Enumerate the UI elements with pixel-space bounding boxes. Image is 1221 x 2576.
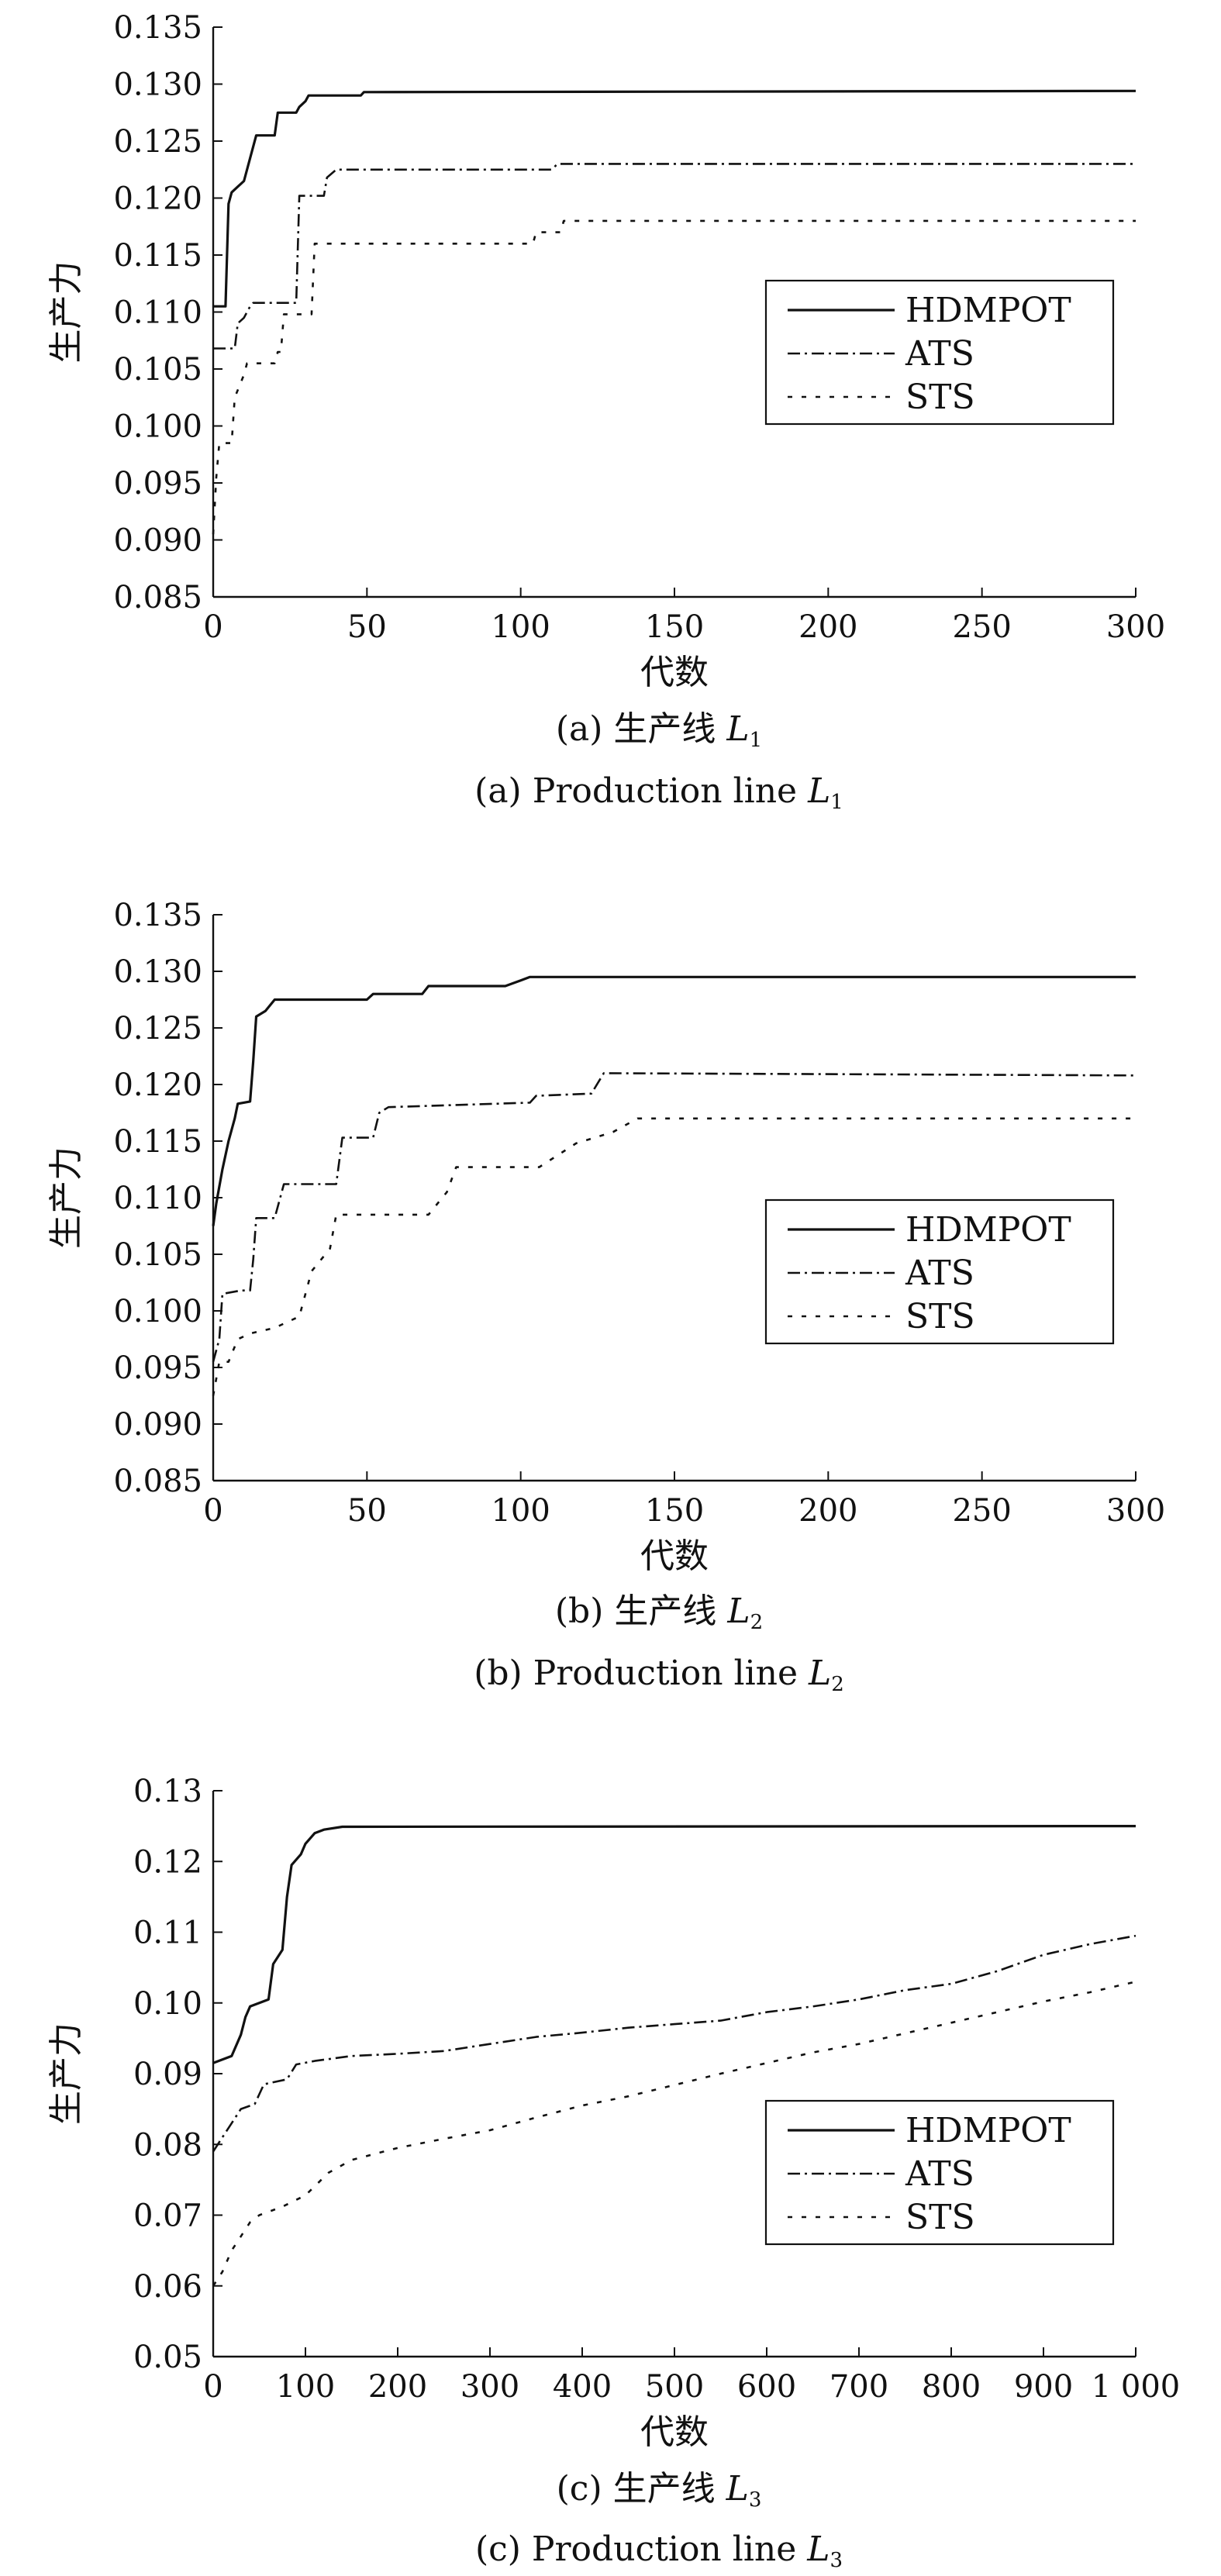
legend-box [764, 1198, 1115, 1345]
x-tick-label: 200 [368, 2369, 427, 2405]
caption-en: (c) Production line L3 [475, 2529, 843, 2572]
y-tick-label: 0.10 [133, 1986, 202, 2022]
y-tick-label: 0.095 [113, 1350, 202, 1386]
y-tick-label: 0.085 [113, 580, 202, 616]
caption-cn: (b) 生产线 L2 [555, 1591, 763, 1634]
caption-en: (a) Production line L1 [474, 771, 843, 814]
y-tick-label: 0.110 [113, 1181, 202, 1216]
x-tick-label: 150 [645, 609, 704, 645]
chart-panel-2: 0.085 0.090 0.095 0.100 0.105 0.110 0.115 0.120… [47, 898, 1165, 1696]
y-tick-label: 0.115 [113, 1124, 202, 1160]
x-tick-label: 250 [952, 1493, 1011, 1529]
y-tick-label: 0.12 [133, 1844, 202, 1880]
series-line-hdmpot [212, 975, 1136, 1226]
x-tick-label: 250 [952, 609, 1011, 645]
y-tick-label: 0.13 [133, 1774, 202, 1809]
x-tick-label: 400 [553, 2369, 612, 2405]
series-line-ats [213, 163, 1136, 350]
y-tick-label: 0.120 [113, 1067, 202, 1103]
chart-panel-3: 0.05 0.06 0.07 0.08 0.09 0.10 0.11 0.12 0.13 0 100… [47, 1774, 1180, 2572]
x-axis-label: 代数 [640, 2412, 709, 2452]
y-tick-label: 0.125 [113, 1011, 202, 1047]
series-line-hdmpot [212, 1825, 1136, 2064]
legend: HDMPOT ATS STS [764, 279, 1115, 426]
y-tick-label: 0.09 [133, 2057, 202, 2092]
legend-label-ats: ATS [905, 334, 974, 374]
x-axis-label: 代数 [640, 653, 709, 692]
y-tick-label: 0.130 [113, 67, 202, 103]
legend-label-sts: STS [905, 2198, 975, 2237]
x-tick-label: 0 [203, 609, 222, 645]
x-tick-label: 300 [460, 2369, 519, 2405]
y-tick-label: 0.120 [113, 181, 202, 217]
y-axis-label: 生产力 [47, 2023, 86, 2125]
legend-label-ats: ATS [905, 2154, 974, 2194]
legend-box [764, 2099, 1115, 2246]
legend-label-sts: STS [905, 378, 975, 417]
legend-label-sts: STS [905, 1297, 975, 1336]
x-tick-label: 1 000 [1092, 2369, 1181, 2405]
x-tick-label: 900 [1014, 2369, 1073, 2405]
legend: HDMPOT ATS STS [764, 1198, 1115, 1345]
y-tick-label: 0.08 [133, 2127, 202, 2163]
y-tick-label: 0.130 [113, 954, 202, 990]
y-tick-label: 0.090 [113, 1407, 202, 1443]
x-tick-label: 50 [347, 1493, 387, 1529]
legend-label-ats: ATS [905, 1254, 974, 1293]
x-tick-label: 150 [645, 1493, 704, 1529]
legend-label-hdmpot: HDMPOT [905, 1210, 1071, 1250]
y-tick-label: 0.100 [113, 1294, 202, 1329]
y-tick-label: 0.110 [113, 295, 202, 331]
y-tick-label: 0.105 [113, 352, 202, 388]
caption-cn: (c) 生产线 L3 [557, 2469, 762, 2512]
x-tick-label: 700 [830, 2369, 888, 2405]
y-tick-label: 0.135 [113, 898, 202, 933]
caption-cn: (a) 生产线 L1 [556, 709, 762, 752]
y-tick-label: 0.085 [113, 1464, 202, 1499]
y-axis-label: 生产力 [47, 261, 86, 364]
y-tick-label: 0.095 [113, 466, 202, 502]
x-tick-label: 100 [491, 1493, 550, 1529]
x-axis-label: 代数 [640, 1536, 709, 1576]
x-tick-label: 100 [491, 609, 550, 645]
x-tick-label: 200 [798, 1493, 857, 1529]
x-tick-label: 200 [798, 609, 857, 645]
y-tick-label: 0.115 [113, 238, 202, 274]
y-tick-label: 0.07 [133, 2198, 202, 2234]
x-tick-label: 800 [922, 2369, 981, 2405]
series-line-ats [212, 1934, 1136, 2153]
y-tick-label: 0.11 [133, 1916, 202, 1951]
x-tick-label: 50 [347, 609, 387, 645]
y-tick-label: 0.06 [133, 2269, 202, 2305]
y-axis-label: 生产力 [47, 1147, 86, 1249]
x-tick-label: 500 [645, 2369, 704, 2405]
x-tick-label: 600 [737, 2369, 796, 2405]
legend-label-hdmpot: HDMPOT [905, 291, 1071, 330]
y-tick-label: 0.125 [113, 124, 202, 160]
y-tick-label: 0.090 [113, 523, 202, 559]
y-tick-label: 0.135 [113, 10, 202, 46]
series-line-sts [212, 1117, 1136, 1396]
y-tick-label: 0.05 [133, 2340, 202, 2375]
x-tick-label: 100 [276, 2369, 335, 2405]
x-tick-label: 300 [1106, 1493, 1165, 1529]
series-line-hdmpot [213, 89, 1136, 308]
series-line-ats [212, 1072, 1136, 1363]
y-tick-label: 0.100 [113, 409, 202, 445]
caption-en: (b) Production line L2 [474, 1654, 844, 1696]
x-tick-label: 0 [203, 2369, 222, 2405]
series-line-sts [212, 219, 1136, 535]
legend: HDMPOT ATS STS [764, 2099, 1115, 2246]
x-tick-label: 300 [1106, 609, 1165, 645]
chart-panel-1: 0.085 0.090 0.095 0.100 0.105 0.110 0.115 0.120… [47, 10, 1165, 814]
x-tick-label: 0 [203, 1493, 222, 1529]
legend-box [764, 279, 1115, 426]
y-tick-label: 0.105 [113, 1237, 202, 1273]
legend-label-hdmpot: HDMPOT [905, 2111, 1071, 2150]
